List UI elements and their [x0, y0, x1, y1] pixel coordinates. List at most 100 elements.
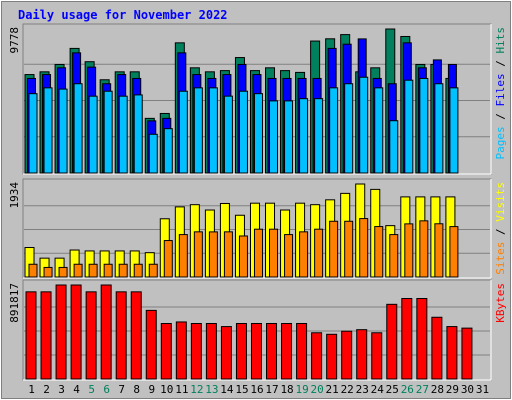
x-tick-3: 3: [58, 383, 65, 396]
x-tick-26: 26: [401, 383, 414, 396]
bar-pages-10: [163, 128, 173, 174]
bar-pages-21: [329, 87, 339, 174]
x-tick-2: 2: [43, 383, 50, 396]
panel-hits_files_pages: 9778 Pages / Files / Hits: [8, 23, 507, 175]
bar-kbytes-24: [371, 332, 383, 380]
bar-kbytes-16: [250, 323, 262, 380]
bar-kbytes-15: [235, 323, 247, 380]
x-tick-27: 27: [416, 383, 429, 396]
bar-pages-4: [73, 83, 83, 174]
bar-sites-1: [28, 263, 38, 278]
bar-sites-9: [148, 263, 158, 278]
legend-part: KBytes: [494, 283, 507, 323]
x-tick-20: 20: [311, 383, 324, 396]
bar-pages-19: [299, 98, 309, 174]
bar-sites-2: [43, 266, 53, 278]
bar-sites-23: [359, 218, 369, 278]
x-tick-29: 29: [446, 383, 459, 396]
x-tick-4: 4: [73, 383, 80, 396]
bar-kbytes-30: [461, 327, 473, 380]
x-tick-23: 23: [356, 383, 369, 396]
bar-sites-11: [178, 234, 188, 278]
bar-kbytes-5: [85, 291, 97, 380]
bar-kbytes-21: [326, 333, 338, 380]
bar-pages-14: [223, 95, 233, 174]
bar-sites-7: [118, 263, 128, 278]
bar-kbytes-1: [25, 291, 37, 380]
legend-part: Files: [494, 73, 507, 106]
panel-kbytes: 891817 KBytes: [8, 279, 507, 381]
bar-pages-11: [178, 90, 188, 174]
bar-kbytes-3: [55, 284, 67, 380]
x-tick-9: 9: [148, 383, 155, 396]
bar-sites-3: [58, 266, 68, 278]
panel-visits_sites: 1934 Sites / Visits: [8, 178, 507, 279]
bar-pages-12: [193, 87, 203, 174]
bar-sites-14: [223, 231, 233, 278]
bar-kbytes-11: [175, 321, 187, 380]
bar-pages-23: [359, 76, 369, 174]
bar-sites-12: [193, 231, 203, 278]
bar-sites-6: [103, 263, 113, 278]
bar-pages-13: [208, 87, 218, 174]
bar-sites-19: [299, 231, 309, 278]
bar-sites-16: [253, 228, 263, 278]
legend-label-visits_sites: Sites / Visits: [494, 182, 507, 275]
bar-kbytes-17: [266, 323, 278, 380]
bar-pages-16: [253, 93, 263, 174]
bar-pages-18: [284, 100, 294, 174]
bar-kbytes-23: [356, 329, 368, 380]
scale-label-visits_sites: 1934: [8, 182, 21, 209]
panels-group: 9778 Pages / Files / Hits 1934 Sites / Visi…: [8, 23, 507, 381]
bar-sites-13: [208, 231, 218, 278]
x-tick-6: 6: [103, 383, 110, 396]
legend-part: /: [494, 54, 507, 74]
bar-sites-10: [163, 240, 173, 278]
bar-sites-17: [269, 228, 279, 278]
legend-part: Visits: [494, 182, 507, 222]
x-tick-30: 30: [461, 383, 474, 396]
bar-sites-24: [374, 226, 384, 278]
bar-pages-24: [374, 87, 384, 174]
x-tick-12: 12: [190, 383, 203, 396]
bar-sites-25: [389, 234, 399, 278]
bar-pages-20: [314, 98, 324, 174]
x-axis-labels: 1 2 3 4 5 6 7 8 9 10 11 12 13 14 15 16 17 18 19 20 21 22 23 24 2…: [28, 383, 489, 396]
bar-kbytes-25: [386, 303, 398, 380]
bar-pages-22: [344, 83, 354, 174]
bar-pages-7: [118, 95, 128, 174]
legend-part: Hits: [494, 27, 507, 54]
x-tick-19: 19: [295, 383, 308, 396]
legend-part: Sites: [494, 242, 507, 275]
bar-kbytes-13: [205, 323, 217, 380]
x-tick-5: 5: [88, 383, 95, 396]
bar-pages-9: [148, 133, 158, 174]
bar-pages-27: [419, 77, 429, 174]
chart-title: Daily usage for November 2022: [18, 8, 228, 22]
x-tick-21: 21: [326, 383, 339, 396]
x-tick-16: 16: [250, 383, 263, 396]
bar-kbytes-8: [130, 291, 142, 380]
bar-pages-3: [58, 88, 68, 174]
legend-part: /: [494, 107, 507, 127]
bar-sites-8: [133, 263, 143, 278]
bar-kbytes-7: [115, 291, 127, 380]
x-tick-10: 10: [160, 383, 173, 396]
bar-sites-21: [329, 220, 339, 278]
bar-pages-5: [88, 95, 98, 174]
x-tick-25: 25: [386, 383, 399, 396]
x-tick-11: 11: [175, 383, 188, 396]
scale-label-hits_files_pages: 9778: [8, 27, 21, 54]
bar-kbytes-28: [431, 316, 443, 380]
bar-kbytes-14: [220, 326, 232, 380]
x-tick-22: 22: [341, 383, 354, 396]
legend-label-hits_files_pages: Pages / Files / Hits: [494, 27, 507, 160]
bar-pages-26: [404, 79, 414, 174]
bar-kbytes-26: [401, 298, 413, 380]
bar-kbytes-19: [296, 323, 308, 380]
bar-kbytes-20: [311, 332, 323, 380]
bar-kbytes-2: [40, 291, 52, 380]
bar-pages-15: [238, 90, 248, 174]
bar-kbytes-9: [145, 309, 157, 380]
